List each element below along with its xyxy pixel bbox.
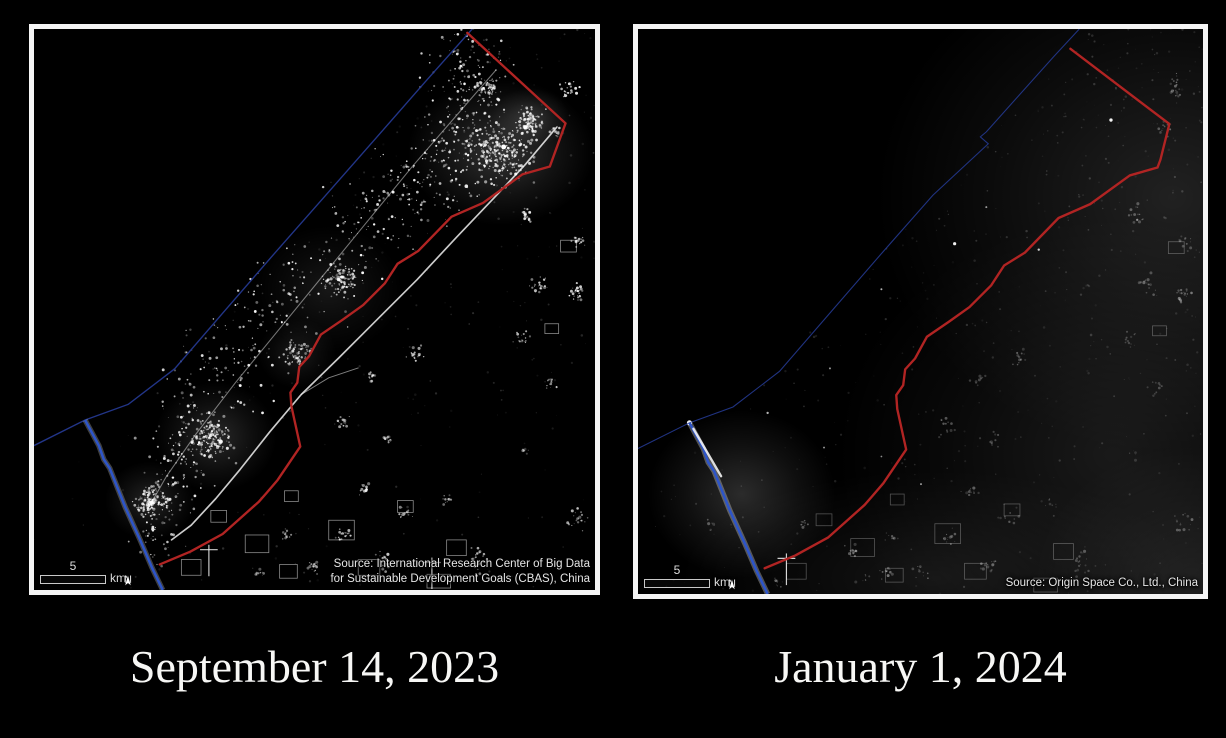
source-line: Source: Origin Space Co., Ltd., China (1005, 577, 1198, 590)
scale-bar-rect (40, 575, 106, 584)
north-arrow-icon (728, 579, 736, 590)
source-line: Source: International Research Center of… (333, 558, 590, 571)
scale-bar: 5 km (40, 560, 126, 584)
caption-before: September 14, 2023 (129, 640, 500, 692)
satellite-panel-after: 5 km N Source: Origin Space Co., Ltd., C… (633, 24, 1208, 599)
source-credit: Source: International Research Center of… (330, 557, 590, 587)
north-arrow: N (728, 579, 736, 590)
satellite-map-after (638, 29, 1203, 594)
scale-bar: 5 km (644, 564, 730, 588)
source-line: for Sustainable Development Goals (CBAS)… (330, 573, 590, 586)
scale-bar-rect (644, 579, 710, 588)
scale-value: 5 (673, 563, 681, 577)
caption-after: January 1, 2024 (774, 640, 1067, 692)
scale-unit: km (714, 575, 730, 589)
scale-unit: km (110, 571, 126, 585)
north-arrow: N (124, 575, 132, 586)
satellite-panel-before: 5 km N Source: International Research Ce… (29, 24, 600, 595)
satellite-map-before (34, 29, 595, 590)
scale-value: 5 (69, 559, 77, 573)
source-credit: Source: Origin Space Co., Ltd., China (1006, 576, 1198, 591)
north-arrow-icon (124, 575, 132, 586)
